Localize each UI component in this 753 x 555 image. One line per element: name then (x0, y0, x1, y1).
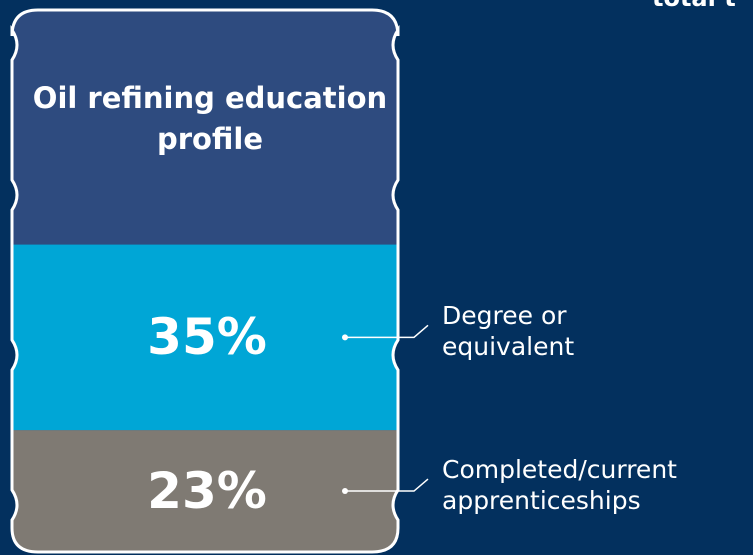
annotation: total t (652, 0, 736, 12)
value-label: 35% (147, 308, 267, 367)
segment (12, 430, 398, 552)
category-label: Degree or equivalent (442, 301, 575, 362)
leader-line (345, 478, 429, 492)
category-label: Completed/current apprenticeships (442, 455, 677, 516)
barrel-body (12, 10, 398, 552)
value-label: 23% (147, 462, 267, 521)
leader-line (345, 324, 429, 339)
barrel-outline (10, 8, 400, 554)
chart-title: Oil refining education profile (32, 81, 388, 156)
segment (12, 244, 398, 431)
